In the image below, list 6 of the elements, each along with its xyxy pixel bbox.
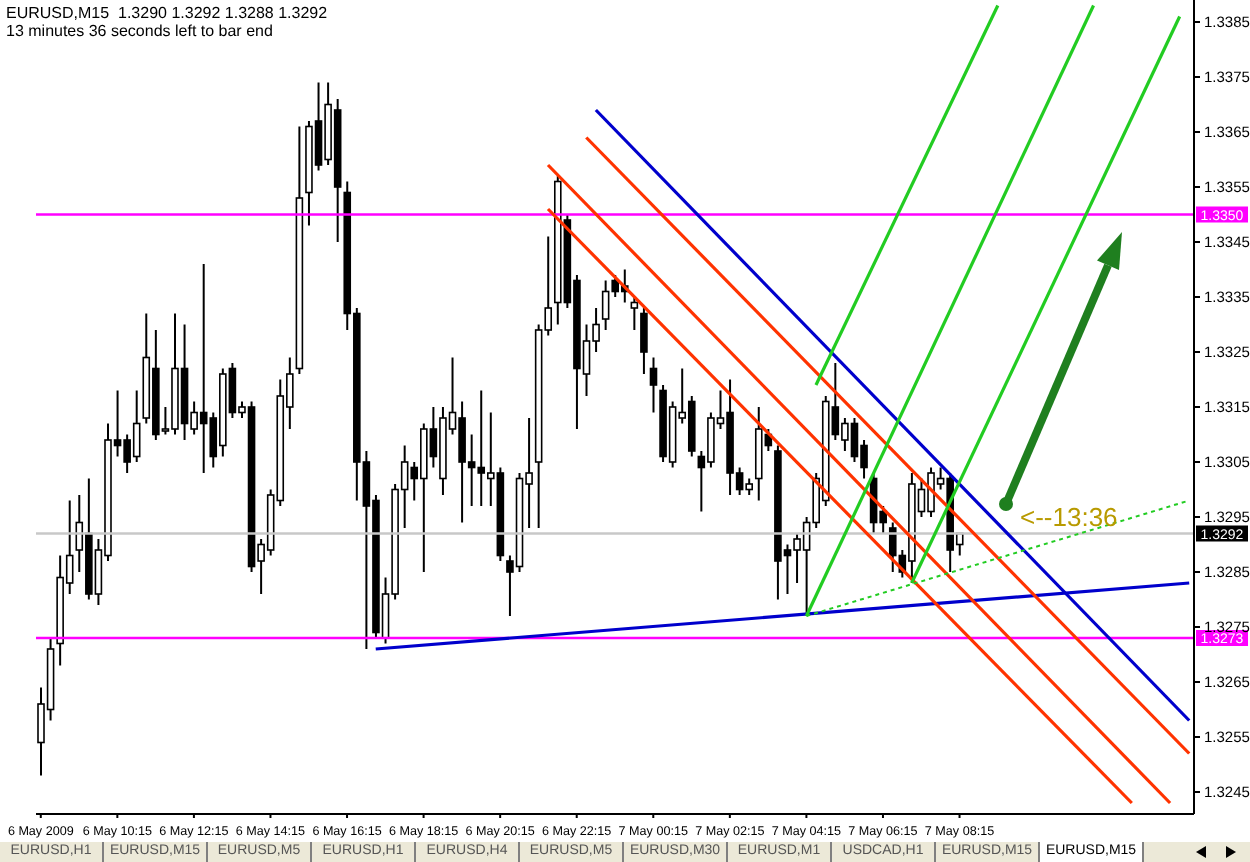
text: 13 minutes 36 seconds left to bar end bbox=[6, 22, 275, 40]
chart-title: EURUSD,M15 1.3290 1.3292 1.3288 1.3292 bbox=[6, 4, 328, 22]
annotation: <--13:36 bbox=[1020, 502, 1118, 532]
candlestick bbox=[630, 296, 639, 331]
candlestick bbox=[649, 356, 658, 414]
candlestick bbox=[640, 307, 648, 375]
